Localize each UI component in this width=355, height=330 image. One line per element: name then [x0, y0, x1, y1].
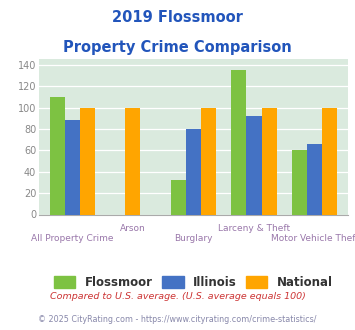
Legend: Flossmoor, Illinois, National: Flossmoor, Illinois, National: [54, 276, 333, 289]
Bar: [292, 150, 307, 214]
Bar: [262, 108, 277, 214]
Bar: [246, 116, 262, 214]
Bar: [307, 144, 322, 214]
Text: © 2025 CityRating.com - https://www.cityrating.com/crime-statistics/: © 2025 CityRating.com - https://www.city…: [38, 315, 317, 324]
Bar: [65, 120, 80, 214]
Bar: [171, 180, 186, 214]
Bar: [50, 97, 65, 214]
Text: Burglary: Burglary: [174, 234, 213, 243]
Bar: [186, 129, 201, 214]
Bar: [80, 108, 95, 214]
Bar: [125, 108, 141, 214]
Text: Larceny & Theft: Larceny & Theft: [218, 224, 290, 233]
Text: Arson: Arson: [120, 224, 146, 233]
Text: Compared to U.S. average. (U.S. average equals 100): Compared to U.S. average. (U.S. average …: [50, 292, 305, 301]
Text: Motor Vehicle Theft: Motor Vehicle Theft: [271, 234, 355, 243]
Bar: [322, 108, 337, 214]
Bar: [231, 70, 246, 214]
Text: Property Crime Comparison: Property Crime Comparison: [63, 40, 292, 54]
Text: All Property Crime: All Property Crime: [31, 234, 114, 243]
Text: 2019 Flossmoor: 2019 Flossmoor: [112, 10, 243, 25]
Bar: [201, 108, 216, 214]
